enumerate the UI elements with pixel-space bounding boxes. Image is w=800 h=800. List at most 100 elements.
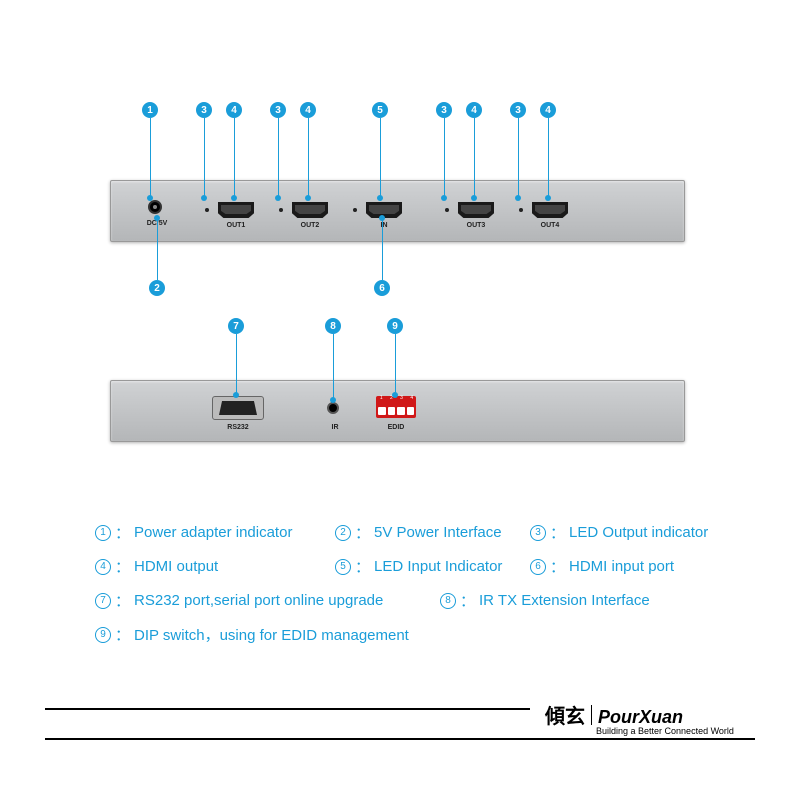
callout-dot <box>471 195 477 201</box>
legend-num-5: 5 <box>335 559 351 575</box>
callout-badge-6: 6 <box>374 280 390 296</box>
legend-text-1: Power adapter indicator <box>134 524 292 541</box>
legend-item-7: 7：RS232 port,serial port online upgrade <box>95 590 383 611</box>
legend-num-4: 4 <box>95 559 111 575</box>
callout-dot <box>275 195 281 201</box>
legend-text-3: LED Output indicator <box>569 524 708 541</box>
legend-item-9: 9：DIP switch，using for EDID management <box>95 624 409 645</box>
callout-badge-4: 4 <box>300 102 316 118</box>
hdmi-out4 <box>532 202 568 218</box>
callout-badge-7: 7 <box>228 318 244 334</box>
callout-dot <box>231 195 237 201</box>
legend-text-8: IR TX Extension Interface <box>479 592 650 609</box>
legend-item-1: 1：Power adapter indicator <box>95 522 292 543</box>
diagram-canvas: DC/5V OUT1 OUT2 IN OUT3 OUT4 RS232 IR 1 … <box>0 0 800 800</box>
callout-badge-4: 4 <box>540 102 556 118</box>
callout-badge-9: 9 <box>387 318 403 334</box>
led-out1 <box>205 208 209 212</box>
callout-dot <box>330 397 336 403</box>
callout-badge-1: 1 <box>142 102 158 118</box>
callout-badge-4: 4 <box>466 102 482 118</box>
brand-divider <box>591 705 592 725</box>
legend-text-4: HDMI output <box>134 558 218 575</box>
legend-num-7: 7 <box>95 593 111 609</box>
legend-text-7: RS232 port,serial port online upgrade <box>134 592 383 609</box>
dc-port <box>148 200 162 214</box>
legend-item-4: 4：HDMI output <box>95 556 218 577</box>
callout-line <box>444 118 445 198</box>
legend-text-6: HDMI input port <box>569 558 674 575</box>
callout-dot <box>201 195 207 201</box>
callout-dot <box>305 195 311 201</box>
led-out4 <box>519 208 523 212</box>
dip-switch: 1 2 3 4 <box>376 396 416 418</box>
ir-port <box>327 402 339 414</box>
legend-item-3: 3：LED Output indicator <box>530 522 708 543</box>
callout-line <box>333 334 334 400</box>
rs232-label: RS232 <box>212 424 264 431</box>
footer-line-1 <box>45 708 530 710</box>
legend-item-6: 6：HDMI input port <box>530 556 674 577</box>
out4-label: OUT4 <box>532 222 568 229</box>
callout-dot <box>441 195 447 201</box>
callout-line <box>548 118 549 198</box>
callout-badge-4: 4 <box>226 102 242 118</box>
legend-num-1: 1 <box>95 525 111 541</box>
callout-dot <box>392 392 398 398</box>
callout-badge-5: 5 <box>372 102 388 118</box>
callout-badge-3: 3 <box>196 102 212 118</box>
legend-num-8: 8 <box>440 593 456 609</box>
legend-item-2: 2：5V Power Interface <box>335 522 502 543</box>
callout-dot <box>154 215 160 221</box>
legend-text-9: DIP switch，using for EDID management <box>134 624 409 645</box>
callout-badge-3: 3 <box>270 102 286 118</box>
callout-badge-8: 8 <box>325 318 341 334</box>
footer-line-2 <box>45 738 755 740</box>
legend-num-9: 9 <box>95 627 111 643</box>
led-in <box>353 208 357 212</box>
callout-line <box>474 118 475 198</box>
callout-line <box>236 334 237 395</box>
brand-en: PourXuan <box>598 707 683 728</box>
callout-line <box>157 218 158 280</box>
callout-dot <box>147 195 153 201</box>
legend-num-6: 6 <box>530 559 546 575</box>
callout-line <box>150 118 151 198</box>
legend-text-2: 5V Power Interface <box>374 524 502 541</box>
in-label: IN <box>366 222 402 229</box>
callout-line <box>278 118 279 198</box>
callout-dot <box>515 195 521 201</box>
callout-dot <box>545 195 551 201</box>
callout-line <box>308 118 309 198</box>
callout-line <box>518 118 519 198</box>
hdmi-out2 <box>292 202 328 218</box>
callout-badge-3: 3 <box>436 102 452 118</box>
brand: 傾玄 PourXuan <box>545 700 683 729</box>
legend-text-5: LED Input Indicator <box>374 558 502 575</box>
callout-line <box>204 118 205 198</box>
edid-label: EDID <box>376 424 416 431</box>
led-out3 <box>445 208 449 212</box>
tagline: Building a Better Connected World <box>596 726 734 736</box>
callout-dot <box>379 215 385 221</box>
callout-dot <box>233 392 239 398</box>
out3-label: OUT3 <box>458 222 494 229</box>
ir-label: IR <box>320 424 350 431</box>
hdmi-out3 <box>458 202 494 218</box>
hdmi-out1 <box>218 202 254 218</box>
callout-badge-3: 3 <box>510 102 526 118</box>
led-out2 <box>279 208 283 212</box>
legend-item-8: 8：IR TX Extension Interface <box>440 590 650 611</box>
out1-label: OUT1 <box>218 222 254 229</box>
legend-item-5: 5：LED Input Indicator <box>335 556 502 577</box>
out2-label: OUT2 <box>292 222 328 229</box>
callout-line <box>395 334 396 395</box>
callout-dot <box>377 195 383 201</box>
callout-line <box>380 118 381 198</box>
rs232-port <box>212 396 264 420</box>
legend-num-2: 2 <box>335 525 351 541</box>
legend-num-3: 3 <box>530 525 546 541</box>
brand-cn: 傾玄 <box>545 700 585 729</box>
callout-line <box>382 218 383 280</box>
callout-line <box>234 118 235 198</box>
